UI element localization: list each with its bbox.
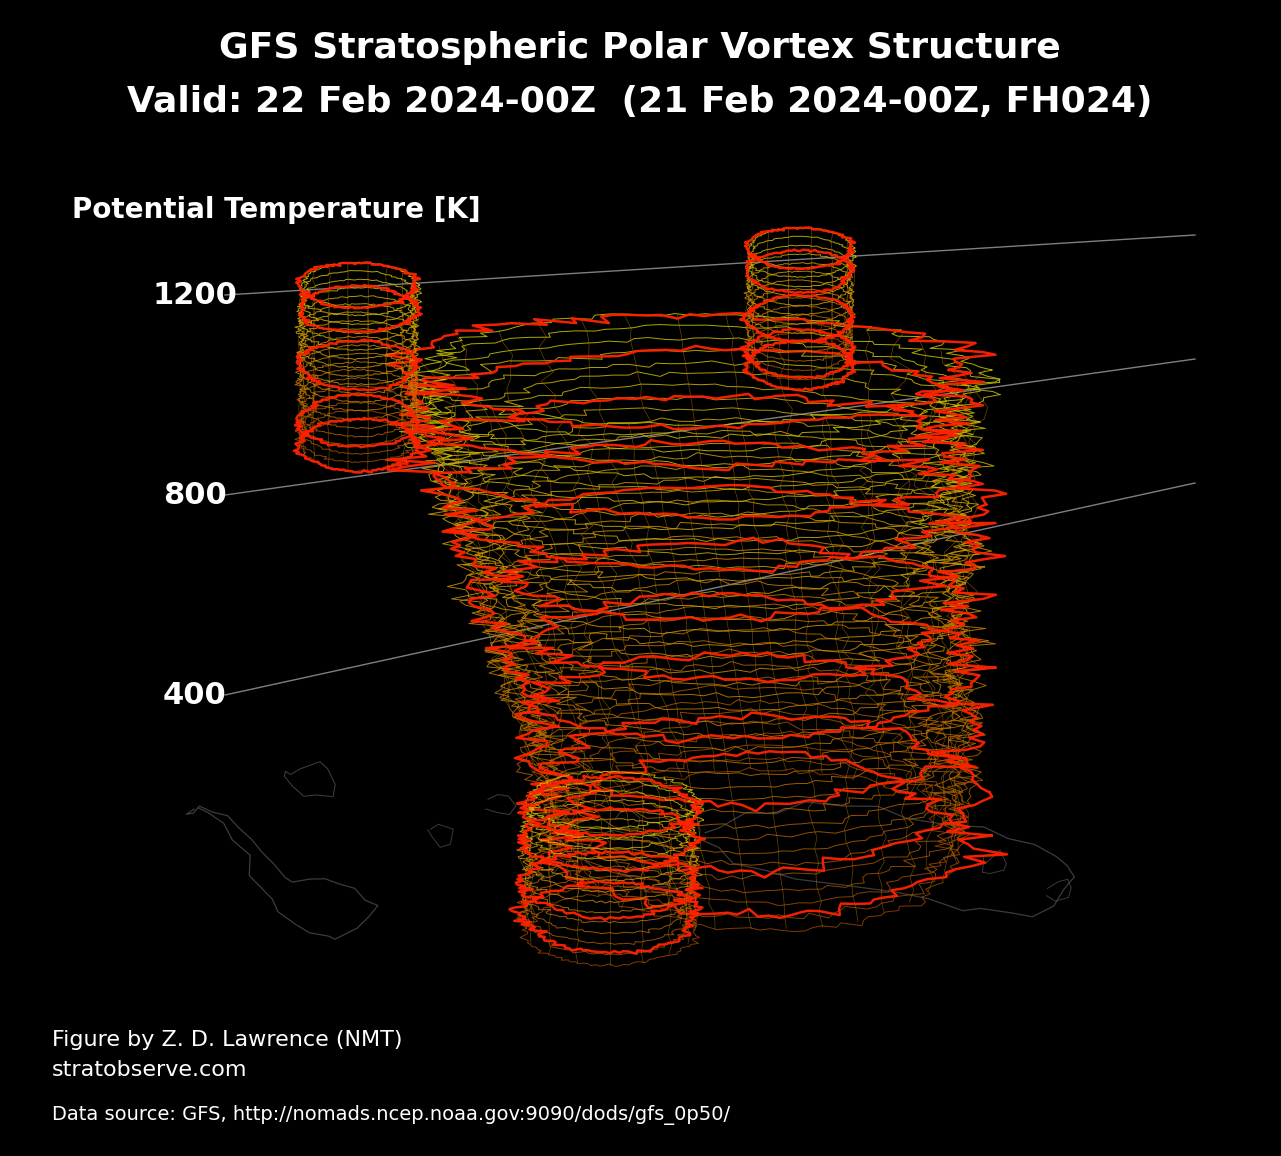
Text: Valid: 22 Feb 2024-00Z  (21 Feb 2024-00Z, FH024): Valid: 22 Feb 2024-00Z (21 Feb 2024-00Z,…	[127, 86, 1153, 119]
Text: Potential Temperature [K]: Potential Temperature [K]	[72, 197, 480, 224]
Text: Data source: GFS, http://nomads.ncep.noaa.gov:9090/dods/gfs_0p50/: Data source: GFS, http://nomads.ncep.noa…	[53, 1105, 730, 1125]
Text: Figure by Z. D. Lawrence (NMT)
stratobserve.com: Figure by Z. D. Lawrence (NMT) stratobse…	[53, 1030, 402, 1080]
Text: 800: 800	[163, 481, 227, 510]
Text: GFS Stratospheric Polar Vortex Structure: GFS Stratospheric Polar Vortex Structure	[219, 31, 1061, 65]
Text: 1200: 1200	[152, 281, 237, 310]
Text: 400: 400	[163, 681, 227, 710]
